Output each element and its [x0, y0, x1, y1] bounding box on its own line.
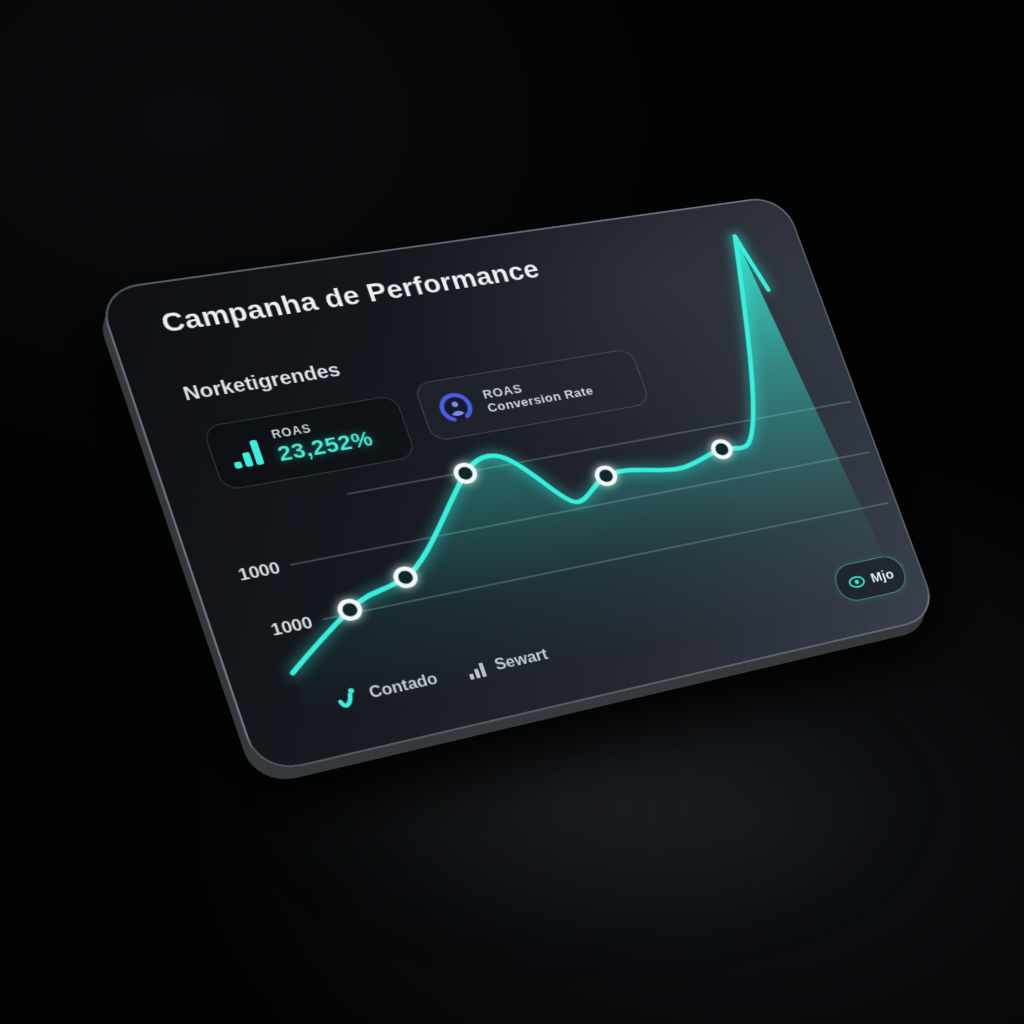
axis-tick-label: 1000 — [236, 558, 283, 584]
chart-legend: Contado Sewart — [331, 644, 552, 714]
bars-icon — [468, 662, 487, 681]
axis-tick-label: 1000 — [268, 613, 315, 639]
performance-chart: 1000 1000 — [148, 213, 900, 723]
conversion-ring-icon — [432, 388, 479, 427]
legend-item-contado[interactable]: Contado — [331, 668, 441, 714]
chart-area-fill — [171, 231, 900, 723]
eye-icon — [845, 573, 867, 590]
bar-chart-icon — [233, 439, 265, 470]
metric-chip-conversion-rate[interactable]: ROAS Conversion Rate — [412, 348, 651, 443]
performance-dashboard-card: Campanha de Performance Norketigrendes 1… — [95, 194, 940, 776]
chart-marker[interactable] — [337, 599, 362, 620]
action-button-label: Mjo — [868, 566, 896, 586]
check-icon — [331, 685, 364, 714]
metric-chip-roas[interactable]: ROAS 23,252% — [201, 394, 417, 492]
